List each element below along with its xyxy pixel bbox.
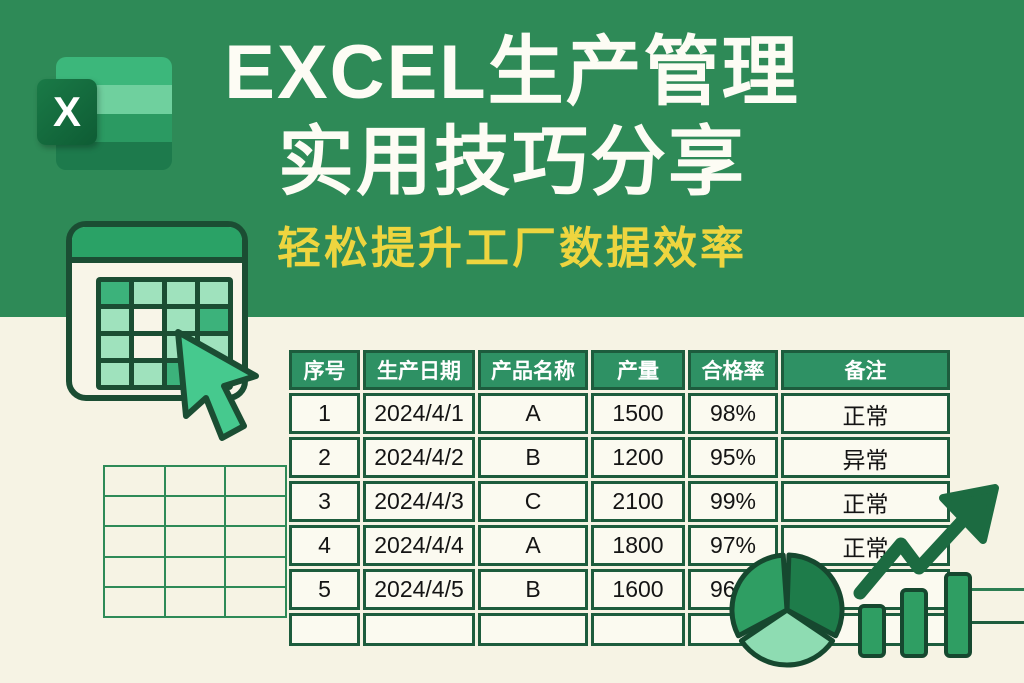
table-cell: 正常 [781, 393, 950, 434]
table-row: 4 2024/4/4 A 1800 97% 正常 [289, 525, 950, 566]
pie-chart-icon [729, 552, 845, 668]
table-cell: 2024/4/4 [363, 525, 475, 566]
table-cell [591, 613, 685, 646]
column-header: 合格率 [688, 350, 778, 390]
page-title-line1: EXCEL生产管理 [224, 30, 800, 115]
table-row: 1 2024/4/1 A 1500 98% 正常 [289, 393, 950, 434]
table-cell: 98% [688, 393, 778, 434]
table-cell: 2024/4/5 [363, 569, 475, 610]
table-cell: 2024/4/3 [363, 481, 475, 522]
table-cell: 3 [289, 481, 360, 522]
bar-chart-icon-bar3 [944, 572, 972, 658]
table-cell: 95% [688, 437, 778, 478]
excel-x-icon: X [37, 79, 97, 145]
page-title-line2: 实用技巧分享 [278, 120, 746, 205]
table-cell: 2 [289, 437, 360, 478]
table-cell: 1200 [591, 437, 685, 478]
table-cell: 4 [289, 525, 360, 566]
calendar-header-bar [72, 227, 242, 263]
table-cell: B [478, 569, 588, 610]
column-header: 序号 [289, 350, 360, 390]
table-cell: 1800 [591, 525, 685, 566]
background-grid-line [930, 621, 1024, 624]
table-cell [478, 613, 588, 646]
table-header-row: 序号 生产日期 产品名称 产量 合格率 备注 [289, 350, 950, 390]
table-cell: 2100 [591, 481, 685, 522]
table-cell: 正常 [781, 481, 950, 522]
bar-chart-icon-bar1 [858, 604, 886, 658]
table-cell [363, 613, 475, 646]
table-cell [289, 613, 360, 646]
table-cell: B [478, 437, 588, 478]
table-cell: A [478, 393, 588, 434]
table-cell: 2024/4/2 [363, 437, 475, 478]
column-header: 备注 [781, 350, 950, 390]
page-subtitle: 轻松提升工厂数据效率 [277, 224, 747, 273]
cursor-arrow-icon [175, 329, 259, 441]
table-cell: 1 [289, 393, 360, 434]
background-grid-line [930, 588, 1024, 591]
column-header: 产量 [591, 350, 685, 390]
table-row: 2 2024/4/2 B 1200 95% 异常 [289, 437, 950, 478]
table-cell: A [478, 525, 588, 566]
table-cell: 97% [688, 525, 778, 566]
title-block: EXCEL生产管理 实用技巧分享 轻松提升工厂数据效率 [20, 28, 1004, 274]
table-row: 3 2024/4/3 C 2100 99% 正常 [289, 481, 950, 522]
column-header: 产品名称 [478, 350, 588, 390]
excel-logo-back-panel [56, 57, 172, 170]
growth-arrow-icon [853, 484, 999, 600]
bar-chart-icon-bar2 [900, 588, 928, 658]
table-cell: 5 [289, 569, 360, 610]
table-cell: C [478, 481, 588, 522]
table-cell: 1500 [591, 393, 685, 434]
table-cell: 1600 [591, 569, 685, 610]
table-cell: 异常 [781, 437, 950, 478]
production-data-table: 序号 生产日期 产品名称 产量 合格率 备注 1 2024/4/1 A 1500 98% 正常 2 20… [286, 347, 953, 649]
table-cell: 99% [688, 481, 778, 522]
background-spreadsheet-grid [103, 465, 287, 618]
table-cell: 2024/4/1 [363, 393, 475, 434]
column-header: 生产日期 [363, 350, 475, 390]
